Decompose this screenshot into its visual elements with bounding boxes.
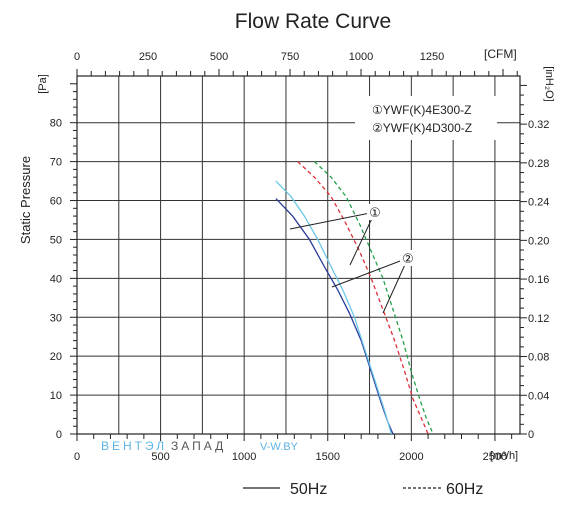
model-label-2: ②YWF(K)4D300-Z: [372, 121, 472, 135]
right-tick-label: 0.20: [528, 235, 549, 247]
series-line-3: [297, 161, 429, 435]
chart-title: Flow Rate Curve: [235, 10, 391, 33]
series-line-1: [275, 198, 394, 435]
y-tick-label: 70: [50, 157, 62, 169]
right-tick-label: 0: [528, 429, 534, 441]
y-tick-label: 80: [50, 118, 62, 130]
x-tick-label: 1500: [316, 451, 340, 463]
y-axis-title: Static Pressure: [18, 156, 33, 244]
y-tick-label: 40: [50, 273, 62, 285]
watermark-part2: ЗАПАД: [171, 439, 226, 453]
callouts: ①②: [289, 204, 416, 314]
x-tick-label: 500: [151, 451, 169, 463]
right-tick-label: 0.32: [528, 119, 549, 131]
x-tick-label: 0: [74, 451, 80, 463]
watermark-part1: ВЕНТЭЛ: [101, 439, 167, 453]
callout-bg: [400, 250, 416, 266]
right-tick-label: 0.04: [528, 390, 549, 402]
x-tick-label: 2500: [483, 451, 507, 463]
bottom-unit-label: [m³/h]: [490, 450, 518, 462]
right-tick-label: 0.28: [528, 158, 549, 170]
top-unit-label: [CFM]: [484, 47, 517, 61]
series-line-4: [313, 161, 434, 435]
x-tick-label: 1000: [232, 451, 256, 463]
series-lines: [275, 161, 434, 435]
top-tick-label: 500: [210, 51, 228, 63]
callout-leader: [331, 257, 409, 288]
legend-60hz-label: 60Hz: [446, 481, 483, 498]
y-tick-label: 60: [50, 196, 62, 208]
y-tick-label: 30: [50, 312, 62, 324]
callout-leader: [349, 211, 376, 266]
callout-label: ①: [369, 205, 381, 220]
y-tick-label: 50: [50, 234, 62, 246]
left-unit-label: [Pa]: [37, 74, 49, 94]
x-tick-label: 2000: [399, 451, 423, 463]
y-tick-label: 20: [50, 351, 62, 363]
right-tick-label: 0.24: [528, 197, 549, 209]
model-box: [355, 96, 497, 140]
top-tick-label: 1250: [420, 51, 444, 63]
right-tick-label: 0.08: [528, 352, 549, 364]
top-tick-label: 250: [139, 51, 157, 63]
watermark-part3: V-W.BY: [260, 441, 299, 453]
axis-ticks: [70, 69, 527, 441]
legend-50hz-label: 50Hz: [290, 481, 327, 498]
top-tick-label: 0: [74, 51, 80, 63]
callout-bg: [367, 204, 383, 220]
y-tick-label: 0: [56, 429, 62, 441]
right-unit-label: [inH₂O]: [543, 66, 555, 101]
callout-leader: [382, 257, 409, 314]
top-tick-label: 1000: [349, 51, 373, 63]
model-label-1: ①YWF(K)4E300-Z: [372, 103, 471, 117]
callout-leader: [289, 211, 376, 230]
y-tick-label: 10: [50, 390, 62, 402]
callout-label: ②: [402, 251, 414, 266]
top-tick-label: 750: [281, 51, 299, 63]
right-tick-label: 0.12: [528, 313, 549, 325]
right-tick-label: 0.16: [528, 274, 549, 286]
series-line-2: [275, 180, 392, 435]
